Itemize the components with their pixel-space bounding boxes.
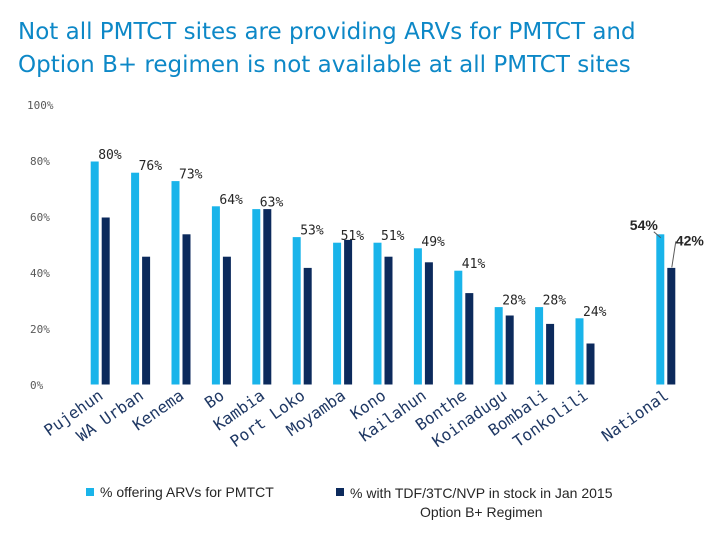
value-label-offering-arvs-wa-urban: 76%	[139, 159, 163, 174]
bar-offering-arvs-kenema	[170, 180, 181, 386]
value-label-offering-arvs-kono: 51%	[381, 229, 405, 244]
legend-swatch-dark	[336, 488, 344, 496]
bar-offering-arvs-port-loko	[291, 236, 302, 386]
leader-line-offering-arvs-national	[653, 231, 662, 239]
bar-offering-arvs-national	[655, 233, 666, 386]
legend-label-offering-arvs: % offering ARVs for PMTCT	[100, 484, 274, 500]
bar-tdf-stock-kono	[383, 255, 394, 386]
y-tick-label: 80%	[30, 155, 50, 168]
bar-offering-arvs-kono	[372, 241, 383, 386]
bar-tdf-stock-bonthe	[464, 292, 475, 386]
bar-offering-arvs-bonthe	[453, 269, 464, 386]
y-tick-label: 20%	[30, 323, 50, 336]
value-label-offering-arvs-moyamba: 51%	[341, 229, 365, 244]
bar-offering-arvs-koinadugu	[493, 306, 504, 386]
value-label-offering-arvs-bombali: 28%	[543, 294, 567, 309]
bar-tdf-stock-national	[666, 266, 677, 386]
legend-item-offering-arvs: % offering ARVs for PMTCT	[86, 484, 274, 500]
chart-title: Not all PMTCT sites are providing ARVs f…	[18, 16, 708, 82]
value-label-offering-arvs-pujehun: 80%	[98, 148, 122, 163]
bar-offering-arvs-moyamba	[332, 241, 343, 386]
bar-tdf-stock-kenema	[181, 233, 192, 386]
bar-chart: 0% 20% 40% 60% 80% 100% 80% 76% 73% 64% 63% 53% 51%…	[27, 99, 704, 451]
value-label-offering-arvs-kambia: 63%	[260, 196, 284, 211]
legend-swatch-light	[86, 488, 94, 496]
bar-tdf-stock-wa-urban	[141, 255, 152, 386]
bar-tdf-stock-kailahun	[423, 261, 434, 386]
value-label-offering-arvs-national: 54%	[630, 217, 659, 233]
legend-label-tdf-stock: % with TDF/3TC/NVP in stock in Jan 2015	[350, 485, 613, 501]
bar-offering-arvs-bombali	[534, 306, 545, 386]
bar-tdf-stock-pujehun	[100, 216, 111, 386]
bar-tdf-stock-tonkolili	[585, 342, 596, 386]
bar-offering-arvs-kailahun	[412, 247, 423, 386]
value-label-offering-arvs-koinadugu: 28%	[502, 294, 526, 309]
value-label-offering-arvs-kailahun: 49%	[421, 235, 445, 250]
bar-tdf-stock-moyamba	[343, 238, 354, 386]
value-label-offering-arvs-port-loko: 53%	[300, 224, 324, 239]
leader-line-tdf-stock-national	[671, 241, 677, 268]
value-label-offering-arvs-kenema: 73%	[179, 168, 203, 183]
value-labels: 80% 76% 73% 64% 63% 53% 51% 51% 49% 41% 28% 28% 24% 5…	[98, 148, 704, 320]
y-axis: 0% 20% 40% 60% 80% 100%	[27, 99, 54, 392]
chart-title-line-2: Option B+ regimen is not available at al…	[18, 52, 631, 78]
y-tick-label: 0%	[30, 379, 44, 392]
chart-title-line-1: Not all PMTCT sites are providing ARVs f…	[18, 19, 636, 45]
y-tick-label: 40%	[30, 267, 50, 280]
bar-offering-arvs-bo	[210, 205, 221, 386]
bar-tdf-stock-kambia	[262, 208, 273, 386]
bar-tdf-stock-bombali	[545, 322, 556, 386]
bar-offering-arvs-pujehun	[89, 160, 100, 386]
value-label-tdf-stock-national: 42%	[676, 232, 705, 248]
bars	[89, 160, 677, 386]
value-label-offering-arvs-bo: 64%	[219, 193, 243, 208]
legend-label-option-b: Option B+ Regimen	[419, 504, 543, 520]
y-tick-label: 60%	[30, 211, 50, 224]
legend-item-tdf-stock: % with TDF/3TC/NVP in stock in Jan 2015 …	[336, 484, 666, 522]
bar-tdf-stock-bo	[221, 255, 232, 386]
value-label-offering-arvs-bonthe: 41%	[462, 257, 486, 272]
x-tick-label-national: National	[598, 386, 672, 446]
bar-offering-arvs-tonkolili	[574, 317, 585, 386]
bar-tdf-stock-port-loko	[302, 266, 313, 386]
y-tick-label: 100%	[27, 99, 54, 112]
value-label-offering-arvs-tonkolili: 24%	[583, 305, 607, 320]
bar-offering-arvs-kambia	[251, 208, 262, 386]
bar-offering-arvs-wa-urban	[130, 171, 141, 386]
bar-tdf-stock-koinadugu	[504, 314, 515, 386]
